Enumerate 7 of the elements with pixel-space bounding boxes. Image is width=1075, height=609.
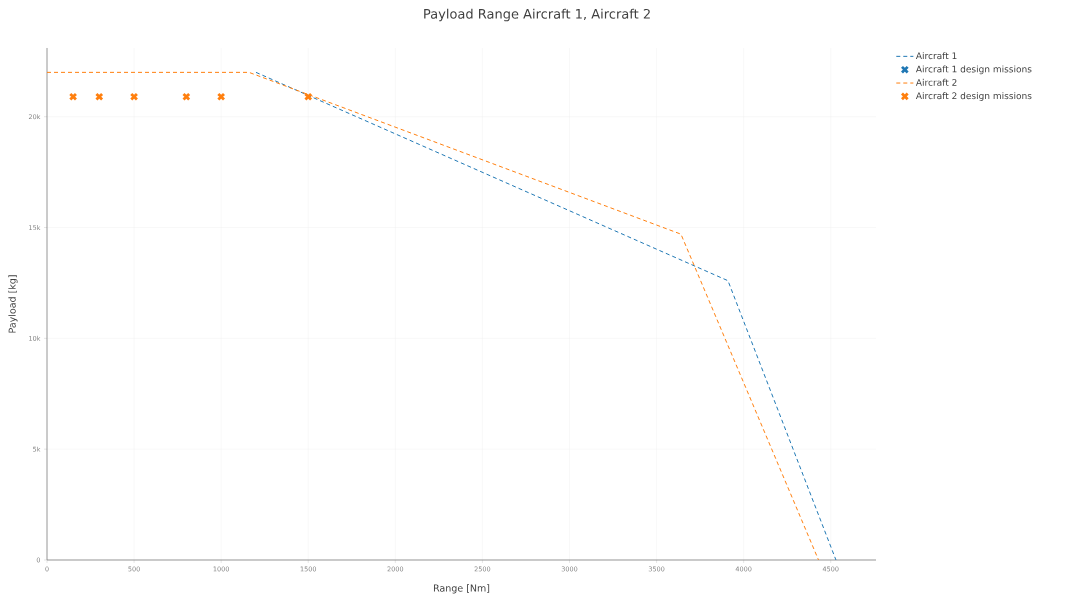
legend-label: Aircraft 2 [915, 78, 957, 86]
legend-label: Aircraft 2 design missions [915, 92, 1032, 101]
chart-title: Payload Range Aircraft 1, Aircraft 2 [424, 8, 650, 22]
x-axis-title: Range [Nm] [433, 584, 490, 594]
y-axis-title: Payload [kg] [8, 275, 18, 333]
legend-label: Aircraft 1 [915, 52, 957, 60]
legend-label: Aircraft 1 design missions [915, 65, 1032, 75]
